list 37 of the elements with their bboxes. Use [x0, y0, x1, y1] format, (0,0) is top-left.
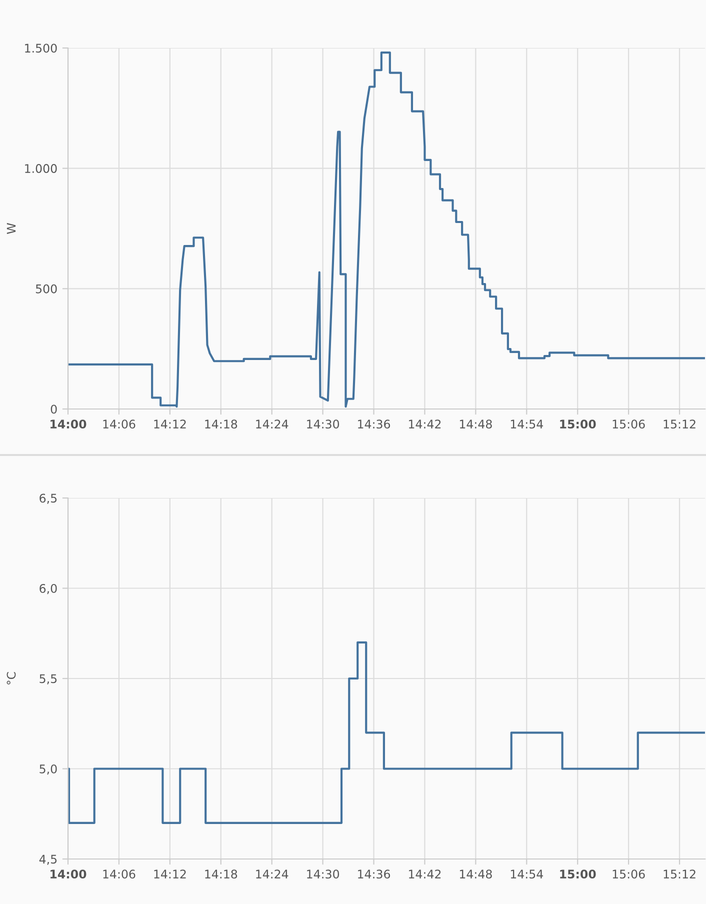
y-tick-label: 500	[36, 284, 57, 294]
y-axis-title: °C	[6, 672, 16, 684]
x-tick-label: 14:18	[205, 420, 238, 429]
y-tick-label: 5,5	[40, 674, 57, 684]
x-tick-label: 14:36	[358, 420, 390, 429]
x-tick-label: 14:06	[103, 870, 136, 879]
x-tick-label: 14:12	[154, 870, 186, 878]
x-tick-label: 15:06	[612, 870, 645, 879]
y-tick-label: 1.000	[25, 164, 57, 173]
y-tick-label: 4,5	[39, 854, 57, 865]
x-tick-label: 14:06	[103, 420, 136, 429]
x-tick-label: 14:48	[460, 420, 492, 429]
x-tick-label: 14:30	[307, 870, 340, 879]
y-tick-label: 6,0	[40, 584, 57, 594]
y-tick-label: 1.500	[25, 44, 57, 53]
x-tick-label: 14:00	[50, 870, 86, 879]
x-tick-label: 14:30	[307, 420, 340, 429]
y-tick-label: 0	[50, 404, 57, 414]
x-tick-label: 14:54	[510, 420, 543, 429]
x-tick-label: 14:18	[205, 870, 238, 879]
y-tick-label: 6,5	[40, 494, 57, 504]
x-tick-label: 14:42	[409, 870, 441, 878]
x-tick-label: 15:00	[560, 420, 596, 429]
x-tick-label: 14:24	[256, 420, 288, 428]
y-tick-label: 5,0	[40, 764, 57, 775]
x-tick-label: 14:36	[358, 870, 390, 879]
x-tick-label: 15:12	[664, 870, 696, 879]
x-tick-label: 14:00	[50, 420, 86, 429]
x-tick-label: 14:48	[460, 870, 492, 879]
x-tick-label: 14:42	[409, 420, 441, 428]
x-tick-label: 14:24	[256, 870, 288, 878]
x-tick-label: 14:12	[154, 420, 186, 428]
x-tick-label: 15:06	[612, 420, 645, 429]
x-tick-label: 15:00	[560, 870, 596, 879]
x-tick-label: 14:54	[510, 870, 543, 879]
y-axis-title: W	[6, 223, 16, 234]
x-tick-label: 15:12	[664, 420, 696, 429]
